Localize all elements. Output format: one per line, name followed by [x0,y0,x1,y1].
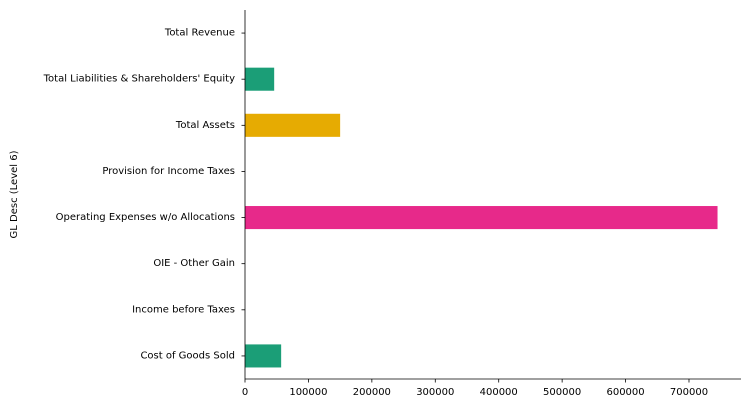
x-tick-label: 0 [242,387,248,398]
y-tick-label: Total Liabilities & Shareholders' Equity [43,74,235,85]
bar-total-assets [245,113,341,137]
bar-total-liabilities-shareholders-equity [245,67,275,91]
x-tick-label: 100000 [289,387,327,398]
y-tick-label: Operating Expenses w/o Allocations [56,212,235,223]
x-tick-label: 600000 [606,387,644,398]
x-tick-label: 400000 [480,387,518,398]
y-tick-label: Income before Taxes [132,304,235,315]
y-axis-title: GL Desc (Level 6) [9,150,20,238]
y-tick-label: Total Assets [175,120,235,131]
y-tick-label: Provision for Income Taxes [102,166,235,177]
y-tick-label: Cost of Goods Sold [140,350,235,361]
x-axis-ticks: 0 100000 200000 300000 400000 500000 600000 700… [242,379,708,398]
x-tick-label: 200000 [353,387,391,398]
bar-operating-expenses-w-o-allocations [245,206,718,230]
y-tick-label: Total Revenue [164,28,235,39]
x-tick-label: 300000 [416,387,454,398]
x-tick-label: 500000 [543,387,581,398]
bars-group [245,67,718,368]
x-tick-label: 700000 [670,387,708,398]
y-tick-label: OIE - Other Gain [153,258,235,269]
y-axis-ticks: Total Revenue Total Liabilities & Shareho… [43,28,245,361]
bar-cost-of-goods-sold [245,344,282,368]
